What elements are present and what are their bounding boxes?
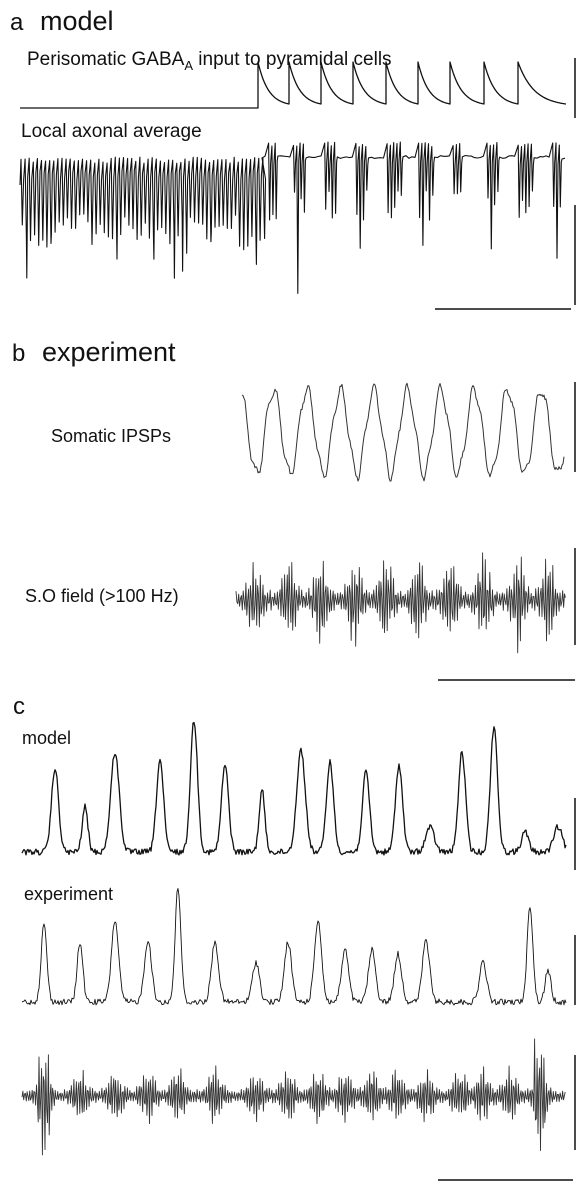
- model-envelope-trace: [21, 721, 567, 856]
- so-field-trace: [235, 552, 566, 654]
- somatic-ipsp-path: [241, 382, 565, 482]
- panel-c-experiment-label: experiment: [24, 884, 113, 904]
- model-envelope-path: [21, 721, 567, 856]
- field-label: S.O field (>100 Hz): [25, 586, 179, 606]
- axonal-average-trace: [19, 141, 566, 294]
- gaba-input-trace: [20, 61, 567, 109]
- ipsp-label: Somatic IPSPs: [51, 426, 171, 446]
- experiment-envelope-trace: [21, 888, 567, 1006]
- gaba-input-path: [20, 61, 567, 109]
- panel-a-letter: a: [10, 9, 24, 36]
- gaba-input-label-main: Perisomatic GABA: [27, 49, 185, 70]
- experiment-envelope-path: [21, 888, 567, 1006]
- axonal-average-path: [19, 141, 566, 294]
- so-field-path: [235, 552, 566, 654]
- panel-a-title: model: [40, 6, 114, 36]
- experiment-filtered-trace: [21, 1038, 566, 1156]
- somatic-ipsp-trace: [241, 382, 565, 482]
- panel-b-title: experiment: [42, 337, 176, 367]
- panel-b-letter: b: [12, 340, 25, 367]
- panel-c-letter: c: [13, 693, 25, 720]
- axonal-average-label: Local axonal average: [21, 121, 202, 142]
- experiment-filtered-path: [21, 1038, 566, 1156]
- gaba-input-label-rest: input to pyramidal cells: [193, 49, 392, 70]
- gaba-input-label-sub: A: [184, 58, 193, 73]
- panel-c-model-label: model: [22, 728, 71, 748]
- gaba-input-label: Perisomatic GABAA input to pyramidal cel…: [27, 49, 392, 73]
